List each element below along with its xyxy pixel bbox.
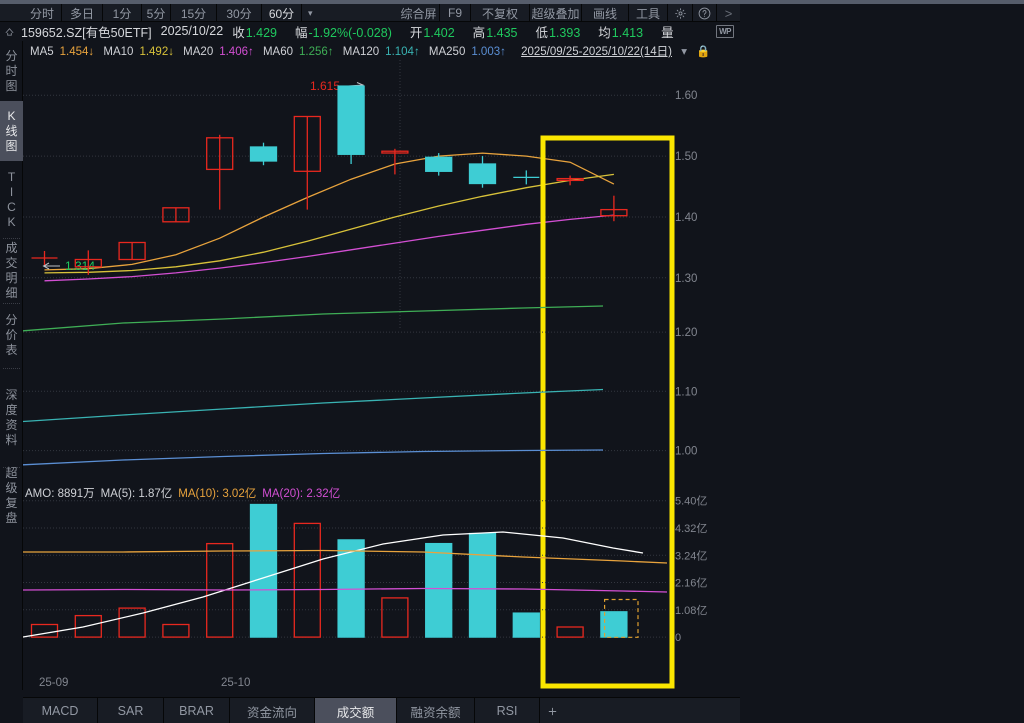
svg-text:3.24亿: 3.24亿	[675, 549, 707, 562]
svg-text:5.40亿: 5.40亿	[675, 495, 707, 508]
svg-text:1.08亿: 1.08亿	[675, 604, 707, 617]
svg-text:25-09: 25-09	[39, 677, 68, 689]
svg-text:2.16亿: 2.16亿	[675, 577, 707, 590]
svg-text:1.60: 1.60	[675, 90, 697, 102]
svg-text:25-10: 25-10	[221, 677, 250, 689]
svg-text:1.50: 1.50	[675, 151, 697, 163]
svg-text:1.20: 1.20	[675, 327, 697, 339]
svg-text:1.40: 1.40	[675, 212, 697, 224]
svg-text:4.32亿: 4.32亿	[675, 522, 707, 535]
svg-text:1.314: 1.314	[65, 259, 95, 273]
svg-text:1.30: 1.30	[675, 273, 697, 285]
svg-text:0: 0	[675, 632, 681, 644]
svg-text:1.10: 1.10	[675, 386, 697, 398]
svg-text:1.00: 1.00	[675, 446, 697, 458]
svg-text:1.615: 1.615	[310, 79, 340, 93]
